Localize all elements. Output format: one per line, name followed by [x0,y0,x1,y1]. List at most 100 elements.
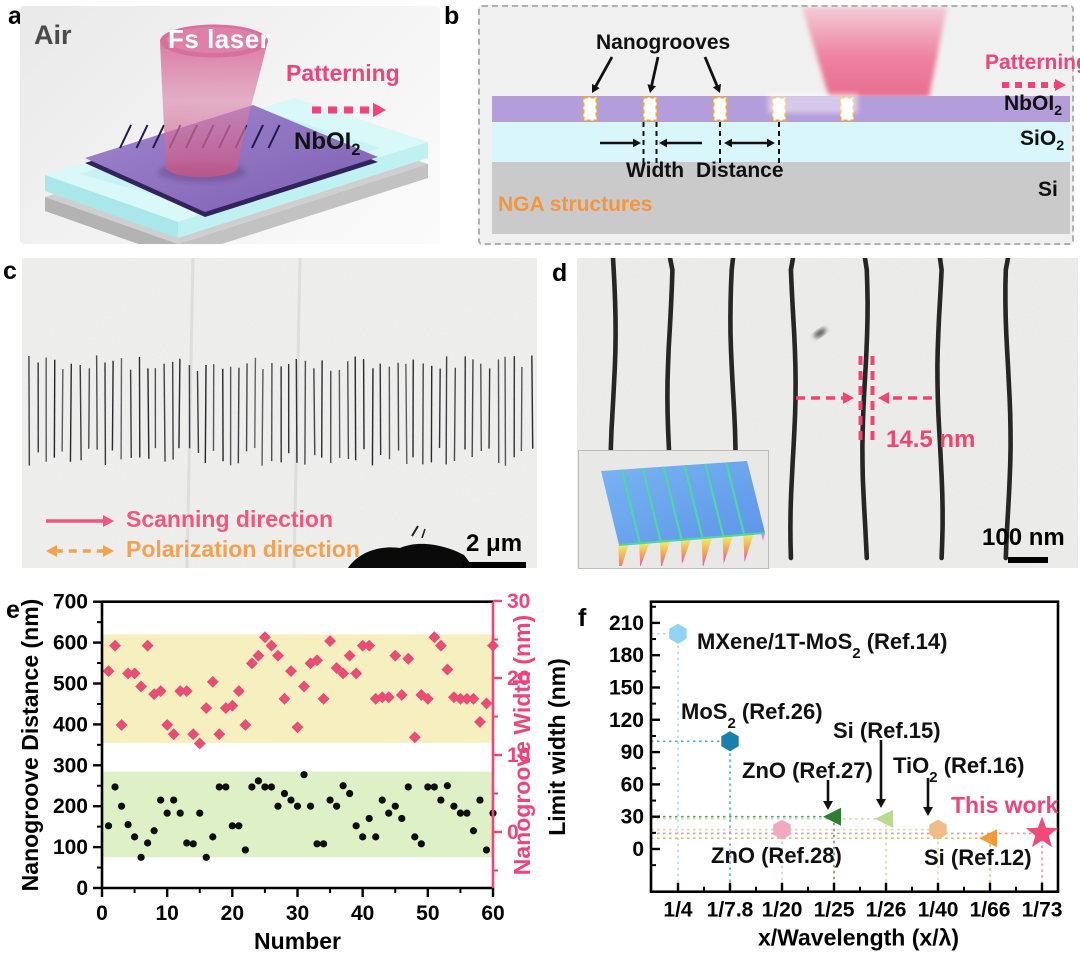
f-ytick: 60 [621,773,644,796]
width-point [317,692,330,705]
e-xtick: 60 [481,902,504,925]
sem-groove-line [480,363,483,452]
distance-point [104,822,113,830]
panel-b-schematic: Nanogrooves Width Distance Patterning Nb… [478,5,1080,245]
width-point [356,639,369,652]
distance-point [196,809,204,817]
width-point [363,639,376,652]
distance-point [469,827,478,835]
flake-groove-mark [152,124,165,149]
sem-groove-line [860,258,870,561]
arrowhead [712,83,721,93]
arrowhead [103,514,114,528]
distance-point [215,783,223,791]
f-point-star [1025,816,1059,848]
layer-label-si: Si [1038,178,1058,201]
nanogroove-arrow [650,56,660,88]
afm-spike [680,539,692,565]
distance-point [424,783,432,791]
polarization-direction-label: Polarization direction [126,536,360,562]
f-plot-box [649,600,1060,894]
distance-point [117,802,126,810]
distance-point [261,783,269,791]
distance-point [339,782,347,790]
width-point [460,692,473,705]
f-point-label: MXene/1T-MoS2 (Ref.14) [697,629,947,662]
f-ytick: 0 [632,838,644,861]
nanogroove-width-measurement: 14.5 nm [886,426,976,453]
f-ytick: 150 [609,676,644,699]
f-xtick: 1/7.8 [707,899,754,922]
sem-groove-line [129,369,132,458]
distance-point [333,802,341,810]
distance-point [228,822,236,830]
distance-point [287,796,295,804]
sem-groove-line [196,370,200,454]
afm-surface [601,461,765,545]
width-point [265,639,278,652]
distance-point [450,802,458,810]
width-point [434,639,447,652]
f-point-triangle [979,829,997,848]
width-point [421,692,434,705]
afm-3d-topography [601,461,766,575]
distance-point [183,839,191,847]
distance-point [254,777,262,785]
line [421,528,426,539]
scalebar-d [1008,557,1048,563]
arrowhead [373,102,386,118]
sem-groove-line [453,367,457,461]
distance-point [391,802,399,810]
panel-f-chart: 0 30 60 90 120 150 180 210 1/4 1/7.8 1/20 1/25 1/26 1… [544,600,1062,951]
distance-point [163,809,171,817]
panel-c-sem-image [22,258,537,568]
distance-point [150,827,158,835]
nanogroove-arrow [593,56,614,89]
width-point [408,731,421,744]
panel-d-label: d [552,259,568,287]
panel-b-label: b [444,2,460,30]
distance-point [372,833,380,841]
e-xtick: 30 [286,902,309,925]
arrowhead [592,83,600,93]
sem-groove-line [488,368,491,449]
f-point-triangle [823,807,841,826]
sem-groove-line [531,355,534,449]
e-ytick-left: 100 [53,836,88,859]
sem-groove-line [471,359,474,457]
distance-point [365,814,373,823]
f-point-hexagon [721,731,739,752]
distance-point [248,783,256,791]
e-xtick: 0 [96,902,108,925]
sem-groove-line [178,358,181,449]
afm-spike [659,540,671,569]
f-point-label: MoS2 (Ref.26) [681,699,823,732]
distance-point [189,840,197,848]
distance-point [241,846,249,854]
sem-groove-line [935,258,945,561]
nanogroove [582,96,598,122]
nga-structures-label: NGA structures [498,193,653,216]
sem-groove-line [88,368,91,449]
arrowhead [103,544,114,558]
afm-spike [722,535,733,564]
f-point-hexagon [669,623,687,644]
si-layer [492,162,1070,234]
width-point [350,667,363,680]
distance-point [170,796,178,804]
afm-spike [743,533,754,563]
width-point [402,652,415,665]
width-point [258,631,271,644]
distance-point [319,840,328,848]
f-point-label: This work [951,792,1059,818]
afm-spike [701,537,712,568]
f-point-label: ZnO (Ref.27) [742,758,873,783]
sem-groove-line [254,357,257,449]
distance-point [111,783,119,791]
width-point [480,697,493,710]
nboi2-label-a: NbOI2 [294,128,361,159]
nanogroove-arrow [703,56,719,88]
distance-point [235,822,243,830]
distance-point [222,783,230,791]
